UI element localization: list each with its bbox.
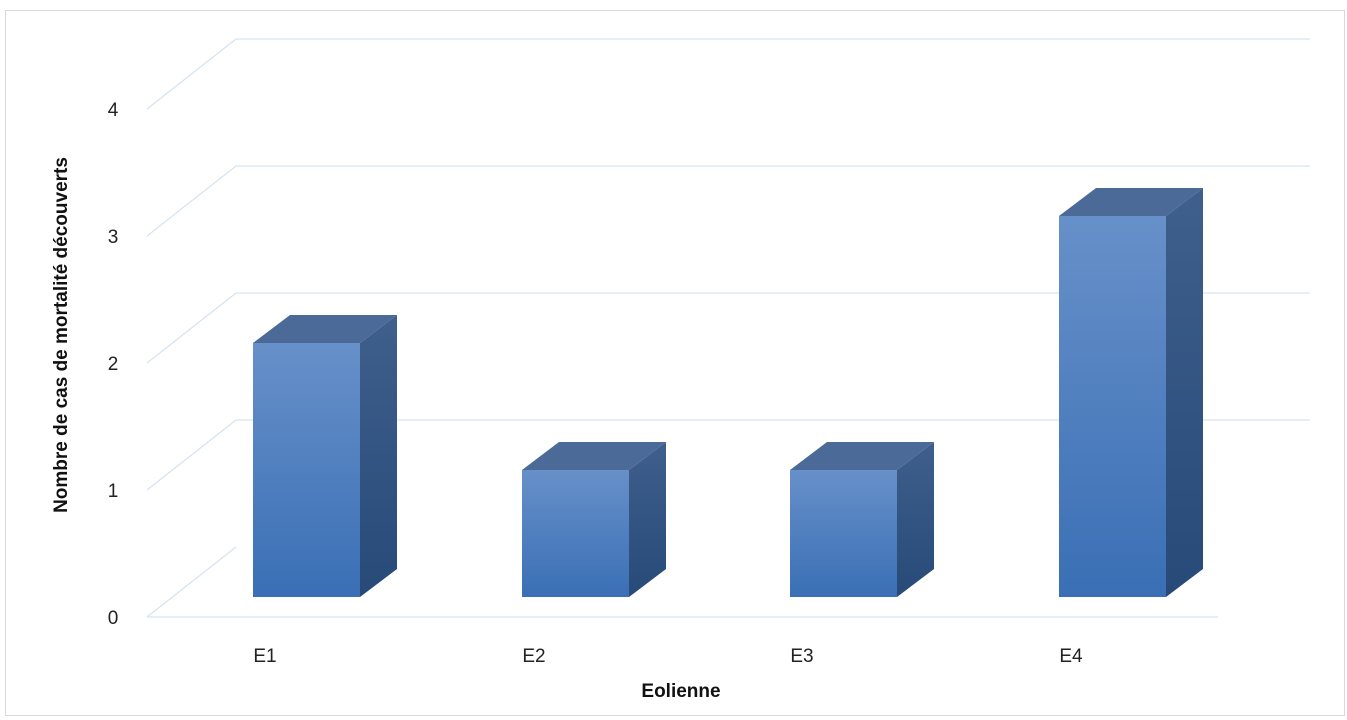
y-tick-label: 1 — [108, 481, 119, 502]
gridlines — [146, 38, 1310, 618]
bar-front-face — [1059, 216, 1166, 597]
x-tick-label: E2 — [522, 646, 545, 667]
bar-side-face — [1166, 188, 1203, 597]
y-axis-ticks: 0 1 2 3 4 — [108, 100, 119, 629]
bar-side-face — [360, 315, 397, 597]
bar-e1 — [253, 315, 397, 597]
bar-side-face — [897, 442, 934, 597]
x-tick-label: E3 — [790, 646, 813, 667]
bar-top-face — [1059, 188, 1203, 216]
bar-front-face — [790, 470, 897, 597]
bar-e3 — [790, 442, 934, 597]
y-axis-title: Nombre de cas de mortalité découverts — [51, 157, 72, 513]
y-tick-label: 4 — [108, 100, 119, 121]
y-tick-label: 0 — [108, 608, 119, 629]
bar-e4 — [1059, 188, 1203, 597]
bar-side-face — [629, 442, 666, 597]
gridline-side-1 — [146, 419, 237, 491]
bar-top-face — [790, 442, 934, 470]
x-axis-title: Eolienne — [641, 681, 720, 702]
x-tick-label: E1 — [253, 646, 276, 667]
gridline-side-2 — [146, 292, 237, 364]
bar-front-face — [522, 470, 629, 597]
gridline-side-3 — [146, 165, 237, 237]
bars — [253, 188, 1203, 597]
gridline-side-0 — [146, 546, 237, 618]
x-axis-ticks: E1 E2 E3 E4 — [253, 646, 1083, 667]
bar-top-face — [522, 442, 666, 470]
bar-front-face — [253, 343, 360, 597]
bar-top-face — [253, 315, 397, 343]
bar-e2 — [522, 442, 666, 597]
gridline-side-4 — [146, 38, 237, 110]
y-tick-label: 3 — [108, 227, 119, 248]
y-tick-label: 2 — [108, 354, 119, 375]
x-tick-label: E4 — [1059, 646, 1083, 667]
